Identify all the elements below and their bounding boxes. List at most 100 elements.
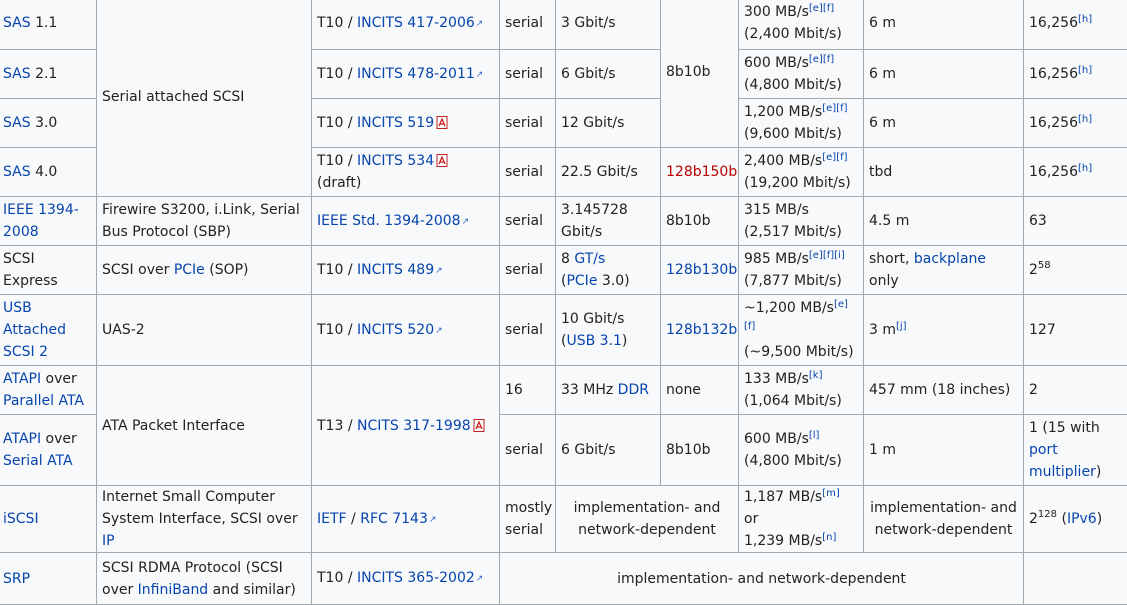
table-row: iSCSI Internet Small Computer System Int… (0, 486, 1127, 553)
throughput-cell: 600 MB/s[l](4,800 Mbit/s) (739, 415, 864, 486)
bus-width-cell: mostly serial (500, 486, 556, 553)
srp-link[interactable]: SRP (3, 571, 30, 587)
citation-link[interactable]: [m] (822, 488, 840, 499)
citation-link[interactable]: [e][f] (822, 103, 847, 114)
pcie-link[interactable]: PCIe (566, 273, 597, 289)
table-row: SRP SCSI RDMA Protocol (SCSI over Infini… (0, 553, 1127, 605)
citation-link[interactable]: [j] (896, 321, 907, 332)
citation-link[interactable]: [k] (809, 370, 823, 381)
standard-cell: IETF / RFC 7143 (312, 486, 500, 553)
name-cell: IEEE 1394-2008 (0, 197, 97, 246)
standard-cell: T10 / INCITS 534 (draft) (312, 148, 500, 197)
table-row: USB Attached SCSI 2 UAS-2 T10 / INCITS 5… (0, 295, 1127, 366)
max-length-cell: tbd (864, 148, 1024, 197)
iscsi-link[interactable]: iSCSI (3, 511, 39, 527)
max-devices-cell: 2128 (IPv6) (1024, 486, 1127, 553)
encoding-cell: 8b10b (661, 415, 739, 486)
ietf-link[interactable]: IETF (317, 511, 347, 527)
citation-link[interactable]: [e][f] (822, 152, 847, 163)
throughput-cell: 2,400 MB/s[e][f](19,200 Mbit/s) (739, 148, 864, 197)
standard-link[interactable]: INCITS 519 (357, 115, 434, 131)
citation-link[interactable]: [e][f] (809, 3, 834, 14)
ddr-link[interactable]: DDR (618, 382, 649, 398)
standard-link[interactable]: IEEE Std. 1394-2008 (317, 213, 469, 229)
max-devices-cell: 258 (1024, 246, 1127, 295)
citation-link[interactable]: [l] (809, 430, 820, 441)
port-multiplier-link[interactable]: port multiplier (1029, 442, 1096, 480)
standard-link[interactable]: INCITS 520 (357, 322, 443, 338)
max-devices-cell: 2 (1024, 366, 1127, 415)
throughput-cell: 315 MB/s(2,517 Mbit/s) (739, 197, 864, 246)
name-cell: SAS 2.1 (0, 50, 97, 99)
bus-width-cell: serial (500, 246, 556, 295)
standard-link[interactable]: INCITS 489 (357, 262, 443, 278)
citation-link[interactable]: [h] (1078, 65, 1092, 76)
standard-link[interactable]: INCITS 534 (357, 153, 434, 169)
encoding-link[interactable]: 128b132b (666, 322, 737, 338)
standard-link[interactable]: NCITS 317-1998 (357, 418, 471, 434)
standard-cell: T10 / INCITS 519 (312, 99, 500, 148)
clock-cell: 6 Gbit/s (556, 50, 661, 99)
max-length-cell: 6 m (864, 50, 1024, 99)
name-cell: ATAPI over Parallel ATA (0, 366, 97, 415)
atapi-link[interactable]: ATAPI (3, 371, 41, 387)
bus-width-cell: serial (500, 0, 556, 50)
throughput-cell: 300 MB/s[e][f](2,400 Mbit/s) (739, 0, 864, 50)
max-length-cell: 457 mm (18 inches) (864, 366, 1024, 415)
sata-link[interactable]: Serial ATA (3, 453, 73, 469)
table-row: SAS 1.1 Serial attached SCSI T10 / INCIT… (0, 0, 1127, 50)
backplane-link[interactable]: backplane (914, 251, 986, 267)
standard-link[interactable]: INCITS 417-2006 (357, 15, 483, 31)
merged-details-cell: implementation- and network-dependent (500, 553, 1024, 605)
citation-link[interactable]: [h] (1078, 163, 1092, 174)
max-devices-cell: 1 (15 with port multiplier) (1024, 415, 1127, 486)
ieee1394-link[interactable]: IEEE 1394-2008 (3, 202, 79, 240)
encoding-red-link[interactable]: 128b150b (666, 164, 737, 180)
sas-link[interactable]: SAS (3, 164, 31, 180)
citation-link[interactable]: [e][f] (809, 54, 834, 65)
max-length-cell: 3 m[j] (864, 295, 1024, 366)
bus-width-cell: serial (500, 197, 556, 246)
infiniband-link[interactable]: InfiniBand (138, 582, 209, 598)
sas-link[interactable]: SAS (3, 66, 31, 82)
gts-link[interactable]: GT/s (574, 251, 605, 267)
pdf-icon (473, 419, 485, 432)
usb31-link[interactable]: USB 3.1 (566, 333, 621, 349)
clock-cell: 10 Gbit/s(USB 3.1) (556, 295, 661, 366)
bus-width-cell: serial (500, 50, 556, 99)
citation-link[interactable]: [n] (822, 532, 836, 543)
throughput-cell: 1,200 MB/s[e][f](9,600 Mbit/s) (739, 99, 864, 148)
standard-link[interactable]: INCITS 365-2002 (357, 570, 483, 586)
citation-link[interactable]: [e][f][i] (809, 250, 845, 261)
standard-cell: IEEE Std. 1394-2008 (312, 197, 500, 246)
ip-link[interactable]: IP (102, 533, 115, 549)
pata-link[interactable]: Parallel ATA (3, 393, 84, 409)
standard-cell: T10 / INCITS 365-2002 (312, 553, 500, 605)
encoding-cell: 8b10b (661, 197, 739, 246)
throughput-cell: 985 MB/s[e][f][i](7,877 Mbit/s) (739, 246, 864, 295)
sas-link[interactable]: SAS (3, 15, 31, 31)
atapi-link[interactable]: ATAPI (3, 431, 41, 447)
encoding-link[interactable]: 128b130b (666, 262, 737, 278)
clock-cell: 3 Gbit/s (556, 0, 661, 50)
standard-link[interactable]: RFC 7143 (360, 511, 436, 527)
max-devices-cell: 16,256[h] (1024, 50, 1127, 99)
encoding-cell: 128b132b (661, 295, 739, 366)
uas-link[interactable]: USB Attached SCSI 2 (3, 300, 66, 360)
throughput-cell: 600 MB/s[e][f](4,800 Mbit/s) (739, 50, 864, 99)
description-cell: ATA Packet Interface (97, 366, 312, 486)
max-length-cell: 6 m (864, 99, 1024, 148)
sas-link[interactable]: SAS (3, 115, 31, 131)
description-cell: SCSI RDMA Protocol (SCSI over InfiniBand… (97, 553, 312, 605)
max-devices-cell: 16,256[h] (1024, 0, 1127, 50)
encoding-cell: 8b10b (661, 0, 739, 148)
ipv6-link[interactable]: IPv6 (1067, 511, 1097, 527)
citation-link[interactable]: [h] (1078, 114, 1092, 125)
encoding-cell: none (661, 366, 739, 415)
max-devices-cell: 16,256[h] (1024, 99, 1127, 148)
citation-link[interactable]: [h] (1078, 14, 1092, 25)
description-cell: UAS-2 (97, 295, 312, 366)
standard-link[interactable]: INCITS 478-2011 (357, 66, 483, 82)
max-length-cell: 6 m (864, 0, 1024, 50)
pcie-link[interactable]: PCIe (174, 262, 205, 278)
